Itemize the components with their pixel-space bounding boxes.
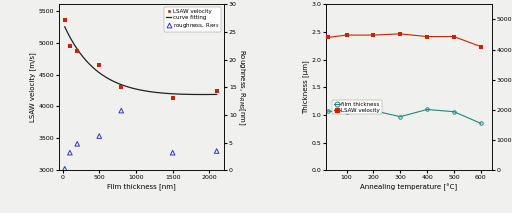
Y-axis label: Thickness [μm]: Thickness [μm]: [302, 60, 309, 114]
X-axis label: Film thickness [nm]: Film thickness [nm]: [107, 183, 176, 190]
Y-axis label: Roughness, R$_{RMS}$[nm]: Roughness, R$_{RMS}$[nm]: [236, 49, 246, 126]
Point: [168, 96, 177, 100]
Point: [117, 109, 125, 112]
Point: [95, 63, 103, 67]
Point: [168, 151, 177, 154]
Point: [73, 142, 81, 145]
Point: [66, 44, 74, 47]
Point: [117, 86, 125, 89]
Legend: film thickness, LSAW velocity: film thickness, LSAW velocity: [332, 100, 382, 115]
Point: [95, 134, 103, 138]
Point: [66, 151, 74, 154]
Point: [60, 167, 69, 170]
Point: [60, 19, 69, 22]
Legend: LSAW velocity, curve fitting, roughness, R$_{RMS}$: LSAW velocity, curve fitting, roughness,…: [164, 7, 221, 32]
Point: [212, 149, 221, 153]
Point: [212, 89, 221, 93]
Point: [73, 49, 81, 53]
X-axis label: Annealing temperature [°C]: Annealing temperature [°C]: [360, 183, 458, 190]
Y-axis label: LSAW velocity [m/s]: LSAW velocity [m/s]: [29, 52, 36, 122]
